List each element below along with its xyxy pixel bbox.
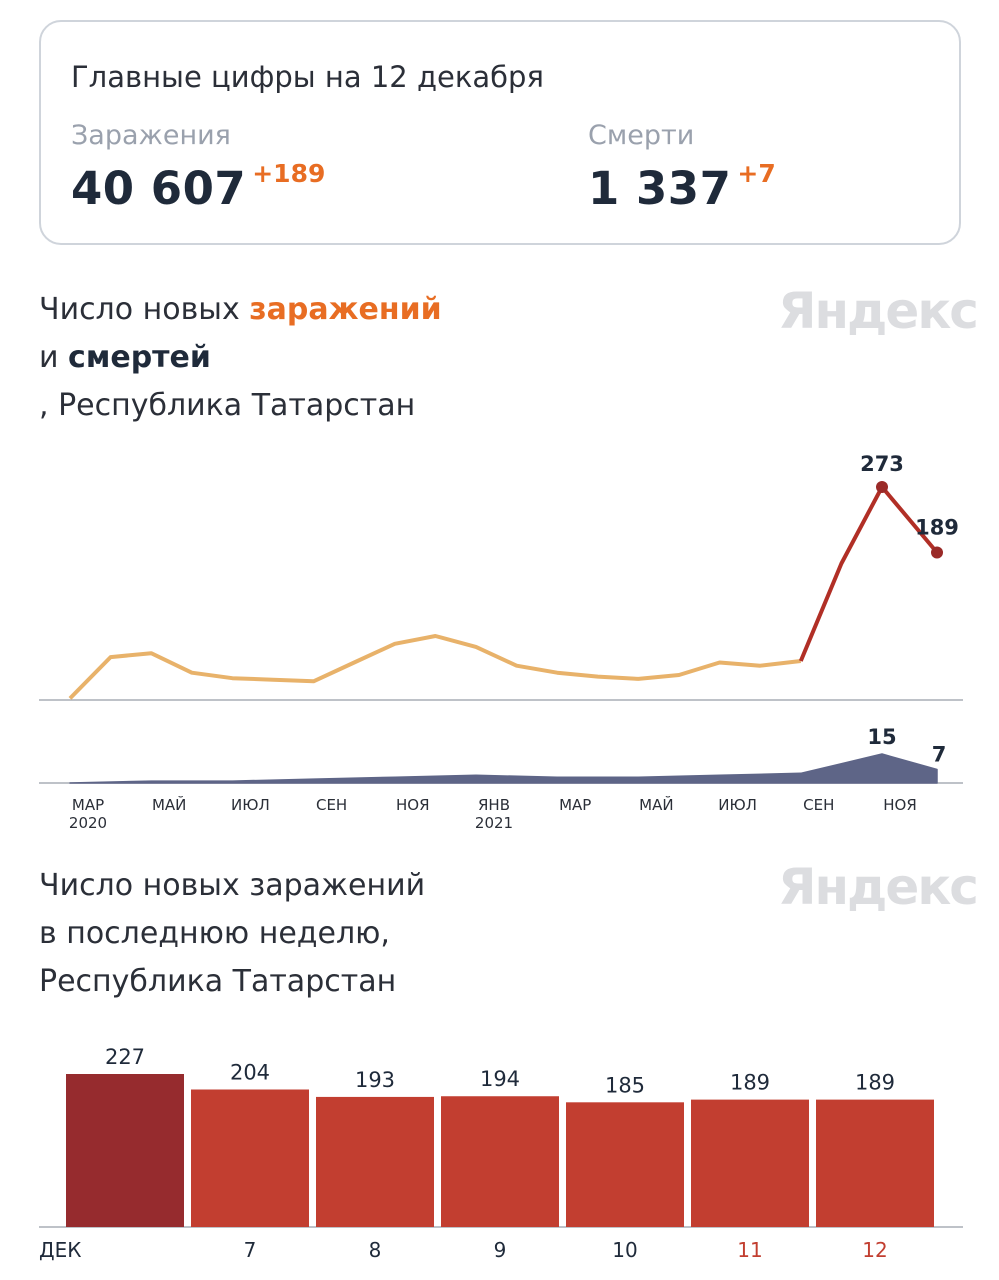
deaths-delta: +7 (737, 159, 776, 188)
x-tick-label: МАР (559, 796, 591, 814)
chart1-title-infections: заражений (249, 292, 442, 327)
bar-category-label: 12 (862, 1238, 887, 1262)
bar-chart: 227 ДЕК 204 7 193 8 194 9 185 10 189 11 189 12 (39, 1045, 963, 1262)
yandex-watermark-2: Яндекс (778, 858, 979, 916)
bar (566, 1102, 684, 1227)
infections-line (68, 634, 802, 700)
chart2-title-line2: в последнюю неделю, (39, 916, 390, 951)
infections-delta: +189 (252, 159, 326, 188)
infections-last-label: 189 (915, 516, 959, 540)
bar-category-label: ДЕК (39, 1238, 81, 1262)
bar-value-label: 204 (230, 1061, 270, 1085)
x-tick-label: СЕН (316, 796, 347, 814)
deaths-label: Смерти (588, 120, 695, 151)
chart2-title-line3: Республика Татарстан (39, 964, 397, 999)
bar-value-label: 227 (105, 1045, 145, 1069)
bar (191, 1089, 309, 1227)
infections-stat: Заражения 40 607 +189 (71, 120, 325, 215)
bar-category-label: 9 (494, 1238, 507, 1262)
bar (66, 1074, 184, 1227)
deaths-last-label: 7 (932, 742, 947, 766)
infections-last-point (931, 546, 944, 559)
chart1-title-region: , Республика Татарстан (39, 388, 416, 423)
bar-value-label: 193 (355, 1068, 395, 1092)
yandex-watermark: Яндекс (778, 282, 979, 340)
bar-value-label: 189 (855, 1071, 895, 1095)
chart2-title: Число новых заражений в последнюю неделю… (39, 862, 425, 1006)
deaths-area (69, 753, 938, 784)
bar-value-label: 194 (480, 1067, 520, 1091)
infections-label: Заражения (71, 120, 231, 151)
chart2-title-line1: Число новых заражений (39, 868, 426, 903)
infections-peak-point (876, 481, 888, 493)
bar-category-label: 11 (737, 1238, 762, 1262)
deaths-peak-label: 15 (867, 725, 896, 749)
chart1-title-text: Число новых (39, 292, 250, 327)
chart1-title-deaths: смертей (68, 340, 211, 375)
bar-value-label: 185 (605, 1073, 645, 1097)
bar (316, 1096, 434, 1227)
bar-value-label: 189 (730, 1071, 770, 1095)
x-tick-label: СЕН (803, 796, 834, 814)
summary-title: Главные цифры на 12 декабря (71, 60, 544, 94)
infections-value: 40 607 (71, 162, 247, 215)
chart1-title: Число новых заражений и смертей , Респуб… (39, 286, 442, 430)
x-tick-label: ЯНВ (478, 796, 510, 814)
infections-line-wave4 (798, 485, 939, 662)
x-tick-label: НОЯ (883, 796, 917, 814)
bar-category-label: 8 (369, 1238, 382, 1262)
x-tick-label: МАЙ (152, 795, 186, 814)
bar-category-label: 7 (244, 1238, 257, 1262)
bar-category-label: 10 (612, 1238, 637, 1262)
x-tick-label: ИЮЛ (231, 796, 270, 814)
deaths-stat: Смерти 1 337 +7 (588, 120, 776, 215)
chart1-title-prefix: и (39, 340, 69, 375)
bar (691, 1099, 809, 1227)
x-tick-label: МАР (72, 796, 104, 814)
bar (441, 1096, 559, 1227)
x-tick-label: МАЙ (639, 795, 673, 814)
x-tick-label: НОЯ (396, 796, 430, 814)
deaths-value: 1 337 (588, 162, 732, 215)
summary-card: Главные цифры на 12 декабря Заражения 40… (39, 20, 961, 245)
x-tick-year: 2021 (475, 814, 513, 832)
x-tick-label: ИЮЛ (718, 796, 757, 814)
bar (816, 1099, 934, 1227)
infections-peak-label: 273 (860, 452, 904, 476)
x-tick-year: 2020 (69, 814, 107, 832)
